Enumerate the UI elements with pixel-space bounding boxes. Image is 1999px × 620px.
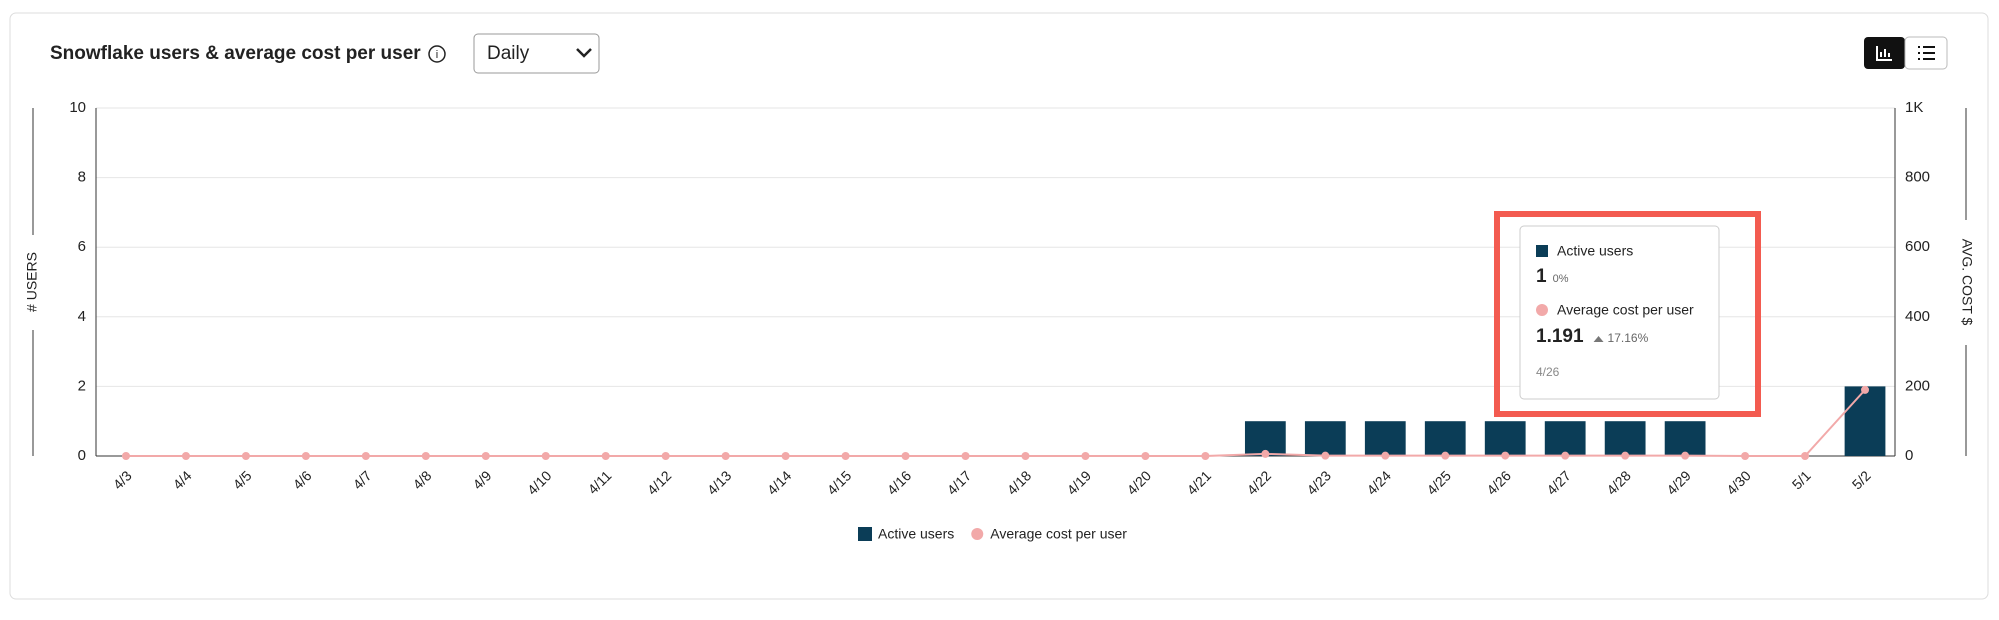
tooltip-value: 1	[1536, 266, 1547, 287]
line-point	[661, 452, 670, 460]
line-point	[1321, 451, 1330, 460]
line-point	[901, 452, 910, 460]
y-tick-label: 4	[78, 308, 86, 325]
y2-axis-label: AVG. COST $	[1959, 239, 1975, 326]
line-point	[781, 452, 790, 460]
line-point	[1621, 451, 1630, 460]
y2-tick-label: 1K	[1905, 99, 1923, 116]
list-icon	[1918, 46, 1935, 60]
y-axis-label: # USERS	[24, 252, 40, 312]
line-point	[601, 452, 610, 460]
dropdown-arrow	[576, 48, 592, 58]
bar	[1304, 421, 1346, 456]
tooltip-series: Average cost per user	[1557, 302, 1694, 318]
line-point	[421, 452, 430, 460]
info-icon-i: i	[436, 49, 438, 61]
line-point	[1261, 449, 1270, 458]
bar	[1604, 421, 1646, 456]
change-arrow	[1593, 336, 1604, 342]
line-point	[241, 452, 250, 460]
line-point	[1021, 452, 1030, 460]
line-point	[961, 452, 970, 460]
tooltip-swatch	[1536, 245, 1548, 257]
line-point	[1501, 451, 1510, 460]
period-label: Daily	[487, 43, 530, 64]
line-point	[841, 452, 850, 460]
line-point	[1801, 452, 1810, 460]
line-point	[121, 452, 130, 460]
y-tick-label: 0	[78, 447, 86, 464]
tooltip	[1519, 225, 1720, 400]
line-point	[1681, 451, 1690, 460]
y-tick-label: 10	[69, 99, 86, 116]
bar	[1484, 421, 1526, 456]
y-tick-label: 6	[78, 238, 86, 255]
y2-tick-label: 800	[1905, 169, 1930, 186]
y2-tick-label: 200	[1905, 377, 1930, 394]
y2-tick-label: 600	[1905, 238, 1930, 255]
tooltip-value: 1.191	[1536, 326, 1584, 347]
line-point	[181, 452, 190, 460]
tooltip-series: Active users	[1557, 243, 1633, 259]
line	[125, 389, 1866, 457]
bar	[1544, 421, 1586, 456]
line-point	[1441, 451, 1450, 460]
legend-label: Active users	[878, 526, 954, 542]
tooltip-swatch	[1536, 304, 1548, 316]
line-point	[721, 452, 730, 460]
tooltip-change: 17.16%	[1608, 331, 1649, 345]
bar	[1424, 421, 1466, 456]
line-point	[1741, 452, 1750, 460]
y-tick-label: 2	[78, 377, 86, 394]
line-point	[301, 452, 310, 460]
chart-icon	[1876, 46, 1892, 61]
line-point	[1201, 452, 1210, 460]
legend-label: Average cost per user	[990, 526, 1127, 542]
info-icon[interactable]	[428, 45, 446, 63]
bar	[1664, 421, 1706, 456]
legend-swatch	[971, 528, 984, 540]
line-point	[541, 452, 550, 460]
bar	[1364, 421, 1406, 456]
line-point	[1141, 452, 1150, 460]
chart-title: Snowflake users & average cost per user	[50, 43, 421, 64]
line-point	[1081, 452, 1090, 460]
line-point	[1561, 451, 1570, 460]
y2-tick-label: 400	[1905, 308, 1930, 325]
y-tick-label: 8	[78, 169, 86, 186]
line-point	[1861, 385, 1870, 394]
period-dropdown[interactable]	[473, 33, 600, 74]
y2-tick-label: 0	[1905, 447, 1913, 464]
bar	[1844, 386, 1886, 456]
line-point	[361, 452, 370, 460]
tooltip-date: 4/26	[1536, 365, 1560, 379]
tooltip-change: 0%	[1553, 273, 1569, 285]
line-point	[1381, 451, 1390, 460]
legend-swatch	[858, 527, 872, 541]
line-point	[481, 452, 490, 460]
highlight-box	[1494, 211, 1761, 417]
